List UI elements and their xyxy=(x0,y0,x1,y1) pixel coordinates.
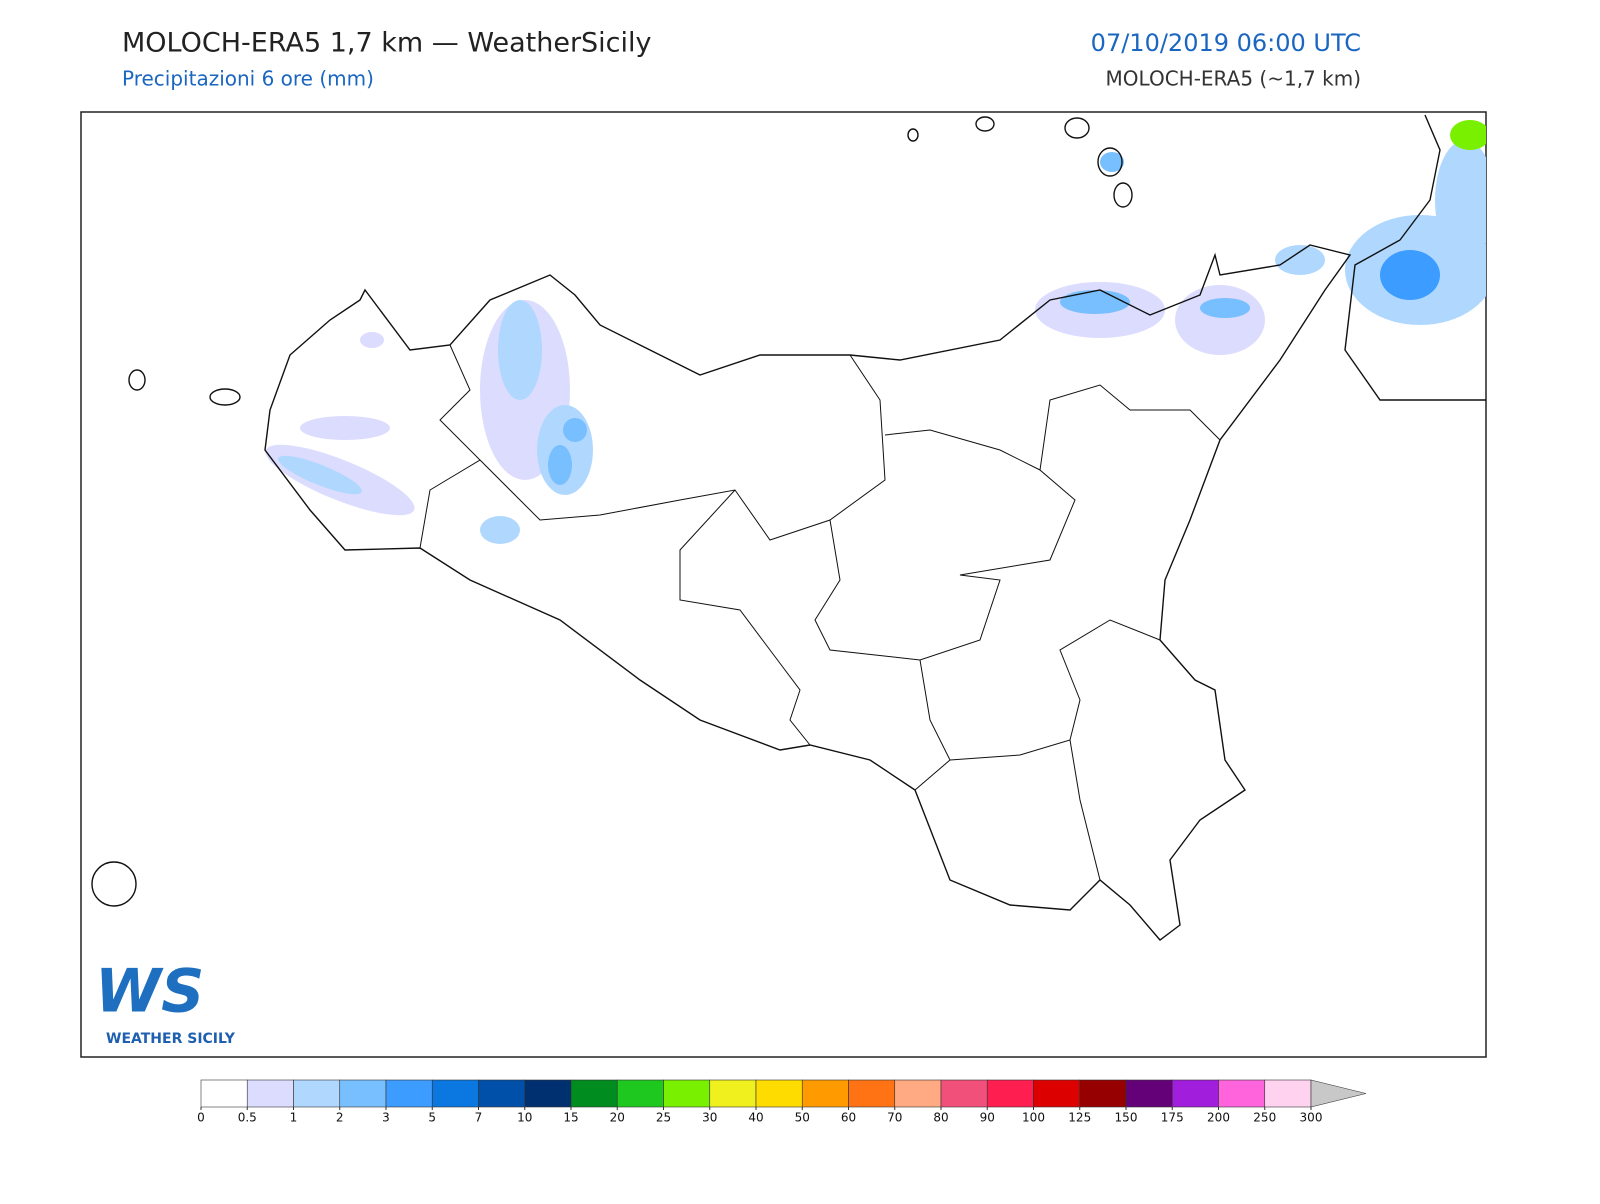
colorbar-tick-label: 15 xyxy=(563,1111,578,1125)
colorbar-tick-label: 300 xyxy=(1300,1111,1323,1125)
map xyxy=(80,111,1487,1058)
colorbar-tick-label: 20 xyxy=(610,1111,625,1125)
colorbar-tick-label: 125 xyxy=(1068,1111,1091,1125)
title: MOLOCH-ERA5 1,7 km — WeatherSicily xyxy=(122,28,652,59)
colorbar-tick-label: 200 xyxy=(1207,1111,1230,1125)
colorbar-tick-label: 100 xyxy=(1022,1111,1045,1125)
colorbar-box xyxy=(293,1079,341,1108)
colorbar-tick-label: 250 xyxy=(1253,1111,1276,1125)
colorbar-box xyxy=(709,1079,757,1108)
precipitation-field xyxy=(265,120,1486,544)
colorbar-tick-label: 150 xyxy=(1115,1111,1138,1125)
colorbar-tick-label: 70 xyxy=(887,1111,902,1125)
colorbar-box xyxy=(940,1079,988,1108)
coastlines xyxy=(91,114,1486,941)
colorbar-box xyxy=(801,1079,849,1108)
colorbar-box xyxy=(200,1079,248,1108)
colorbar-box xyxy=(1079,1079,1127,1108)
map-frame xyxy=(80,111,1487,1058)
logo-mark: WS xyxy=(95,957,204,1027)
colorbar-box xyxy=(663,1079,711,1108)
subtitle: Precipitazioni 6 ore (mm) xyxy=(122,67,374,91)
colorbar-tick-label: 0 xyxy=(197,1111,205,1125)
colorbar-box xyxy=(848,1079,896,1108)
colorbar-box xyxy=(431,1079,479,1108)
colorbar-box xyxy=(246,1079,294,1108)
colorbar-tick-label: 80 xyxy=(933,1111,948,1125)
colorbar-tick-label: 60 xyxy=(841,1111,856,1125)
colorbar-box xyxy=(1125,1079,1173,1108)
colorbar-box xyxy=(1264,1079,1312,1108)
colorbar-extend xyxy=(1310,1079,1367,1108)
colorbar-tick-label: 3 xyxy=(382,1111,390,1125)
colorbar-box xyxy=(1033,1079,1081,1108)
colorbar-tick-label: 2 xyxy=(336,1111,344,1125)
province-borders xyxy=(419,344,1221,881)
colorbar-box xyxy=(616,1079,664,1108)
logo: WS WEATHER SICILY xyxy=(95,957,236,1047)
colorbar-tick-label: 90 xyxy=(980,1111,995,1125)
colorbar-tick-label: 25 xyxy=(656,1111,671,1125)
model-label: MOLOCH-ERA5 (~1,7 km) xyxy=(1106,67,1361,91)
colorbar-box xyxy=(385,1079,433,1108)
colorbar-tick-label: 1 xyxy=(290,1111,298,1125)
colorbar-box xyxy=(755,1079,803,1108)
colorbar-box xyxy=(1218,1079,1266,1108)
colorbar-tick-label: 7 xyxy=(475,1111,483,1125)
colorbar-tick-label: 50 xyxy=(795,1111,810,1125)
colorbar-box xyxy=(524,1079,572,1108)
colorbar-tick-label: 30 xyxy=(702,1111,717,1125)
colorbar-tick-label: 10 xyxy=(517,1111,532,1125)
colorbar-box xyxy=(894,1079,942,1108)
colorbar: 0 0.5 1 2 3 5 7 10 15 20 25 30 40 50 60 70 80 90 100 125 150… xyxy=(197,1079,1367,1125)
colorbar-tick-label: 40 xyxy=(748,1111,763,1125)
datetime: 07/10/2019 06:00 UTC xyxy=(1091,29,1361,57)
colorbar-box xyxy=(1171,1079,1219,1108)
colorbar-box xyxy=(478,1079,526,1108)
colorbar-tick-label: 0.5 xyxy=(238,1111,257,1125)
logo-text: WEATHER SICILY xyxy=(106,1031,236,1047)
colorbar-box xyxy=(986,1079,1034,1108)
colorbar-tick-label: 5 xyxy=(428,1111,436,1125)
colorbar-box xyxy=(570,1079,618,1108)
colorbar-box xyxy=(339,1079,387,1108)
colorbar-tick-label: 175 xyxy=(1161,1111,1184,1125)
